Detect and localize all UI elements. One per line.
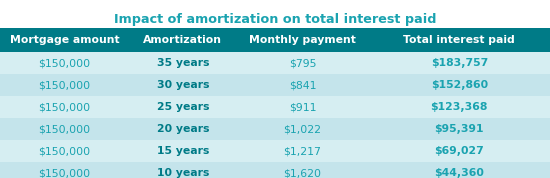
Text: 15 years: 15 years (157, 146, 209, 156)
Bar (129, 140, 236, 162)
Text: $1,620: $1,620 (283, 168, 322, 178)
Text: 20 years: 20 years (157, 124, 209, 134)
Text: Mortgage amount: Mortgage amount (10, 35, 119, 45)
Text: $152,860: $152,860 (431, 80, 488, 90)
Text: Total interest paid: Total interest paid (403, 35, 515, 45)
Text: $150,000: $150,000 (39, 168, 91, 178)
Bar (0, 52, 129, 74)
Bar (0, 162, 129, 178)
Bar (236, 28, 368, 52)
Text: Impact of amortization on total interest paid: Impact of amortization on total interest… (114, 13, 436, 26)
Bar (129, 28, 236, 52)
Text: $841: $841 (289, 80, 316, 90)
Bar (129, 74, 236, 96)
Bar (368, 52, 550, 74)
Bar (129, 118, 236, 140)
Text: $911: $911 (289, 102, 316, 112)
Text: $150,000: $150,000 (39, 146, 91, 156)
Bar (236, 118, 368, 140)
Text: $150,000: $150,000 (39, 124, 91, 134)
Bar (368, 28, 550, 52)
Text: $795: $795 (289, 58, 316, 68)
Text: $95,391: $95,391 (434, 124, 484, 134)
Text: $1,217: $1,217 (284, 146, 321, 156)
Bar (368, 74, 550, 96)
Bar (368, 96, 550, 118)
Text: 35 years: 35 years (157, 58, 209, 68)
Bar (129, 52, 236, 74)
Bar (236, 74, 368, 96)
Bar (0, 28, 129, 52)
Text: $123,368: $123,368 (431, 102, 488, 112)
Bar (0, 118, 129, 140)
Text: $150,000: $150,000 (39, 58, 91, 68)
Text: $183,757: $183,757 (431, 58, 488, 68)
Text: $150,000: $150,000 (39, 80, 91, 90)
Bar (368, 118, 550, 140)
Text: 10 years: 10 years (157, 168, 209, 178)
Bar (368, 162, 550, 178)
Text: $150,000: $150,000 (39, 102, 91, 112)
Text: $69,027: $69,027 (434, 146, 484, 156)
Bar (236, 162, 368, 178)
Text: 30 years: 30 years (157, 80, 209, 90)
Bar (236, 52, 368, 74)
Bar (236, 140, 368, 162)
Bar (236, 96, 368, 118)
Text: Monthly payment: Monthly payment (249, 35, 356, 45)
Bar (368, 140, 550, 162)
Bar (0, 140, 129, 162)
Bar (129, 162, 236, 178)
Text: $1,022: $1,022 (283, 124, 322, 134)
Bar (0, 74, 129, 96)
Text: $44,360: $44,360 (434, 168, 484, 178)
Text: Amortization: Amortization (144, 35, 222, 45)
Text: 25 years: 25 years (157, 102, 209, 112)
Bar (129, 96, 236, 118)
Bar (0, 96, 129, 118)
